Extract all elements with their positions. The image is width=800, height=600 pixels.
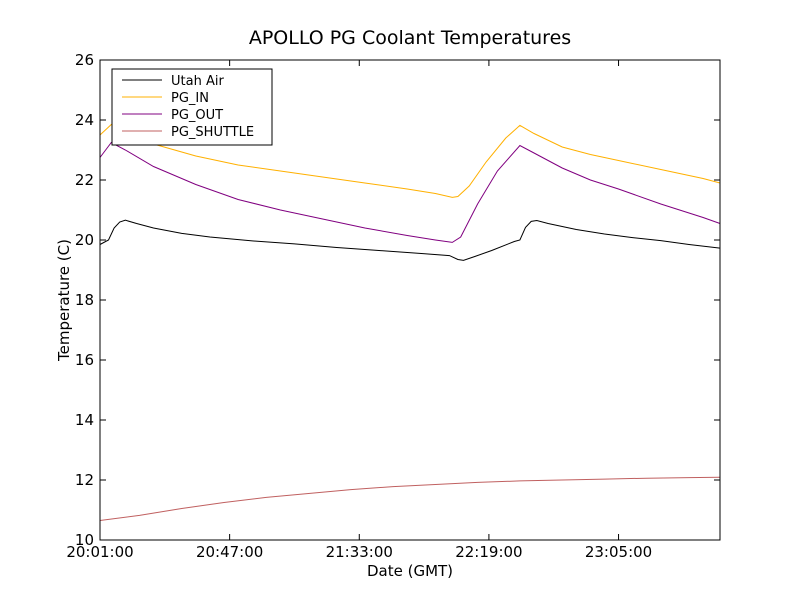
legend-label: PG_IN <box>171 91 209 106</box>
x-axis-label: Date (GMT) <box>367 562 453 580</box>
x-tick-label: 22:19:00 <box>455 543 522 561</box>
series-line-pg-in <box>99 123 721 198</box>
y-axis-label: Temperature (C) <box>55 239 73 362</box>
axis-ticks: 10 12 14 16 18 20 22 24 26 20:01:00 20:47:00 21:33:… <box>66 51 720 561</box>
series-line-pg-shuttle <box>99 476 721 521</box>
plot-frame <box>99 59 721 541</box>
plot-area <box>99 123 721 521</box>
y-tick-label: 26 <box>75 51 94 69</box>
x-tick-label: 20:47:00 <box>196 543 263 561</box>
legend-items: Utah Air PG_IN PG_OUT PG_SHUTTLE <box>122 74 254 140</box>
series-line-pg-out <box>99 141 721 243</box>
legend-label: PG_SHUTTLE <box>171 125 254 140</box>
y-tick-label: 22 <box>75 171 94 189</box>
legend-label: PG_OUT <box>171 108 223 123</box>
chart-title: APOLLO PG Coolant Temperatures <box>249 27 571 49</box>
y-tick-label: 18 <box>75 291 94 309</box>
y-tick-label: 12 <box>75 471 94 489</box>
x-tick-label: 20:01:00 <box>66 543 133 561</box>
y-tick-label: 10 <box>75 531 94 549</box>
y-tick-label: 14 <box>75 411 94 429</box>
x-tick-label: 21:33:00 <box>326 543 393 561</box>
y-tick-label: 20 <box>75 231 94 249</box>
y-tick-label: 16 <box>75 351 94 369</box>
y-tick-label: 24 <box>75 111 94 129</box>
legend-box <box>111 68 273 146</box>
series-line-utah-air <box>99 219 721 261</box>
legend: Utah Air PG_IN PG_OUT PG_SHUTTLE <box>111 68 273 146</box>
x-tick-label: 23:05:00 <box>585 543 652 561</box>
legend-label: Utah Air <box>171 74 224 89</box>
